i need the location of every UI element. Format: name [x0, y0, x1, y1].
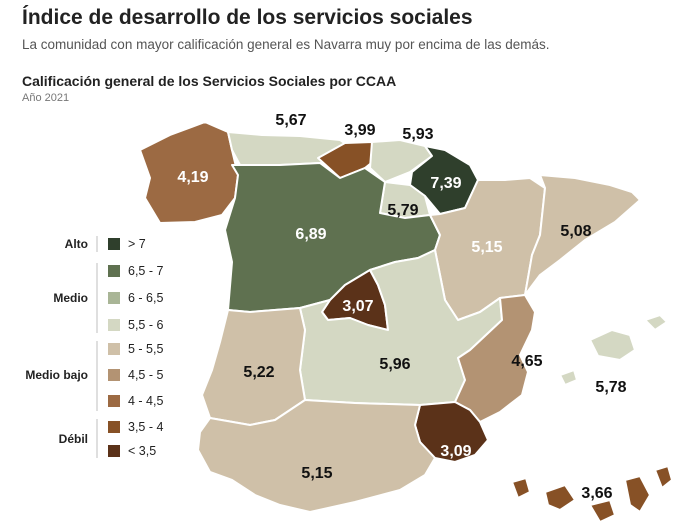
- region-andalucia[interactable]: [197, 399, 436, 513]
- legend-item-label: > 7: [128, 237, 146, 251]
- value-baleares: 5,78: [595, 379, 626, 396]
- legend-swatch: [108, 292, 120, 304]
- legend-group-label: Medio bajo: [25, 368, 88, 382]
- value-galicia: 4,19: [177, 169, 208, 186]
- value-castilla-la-mancha: 5,96: [379, 356, 410, 373]
- map-subtitle: Año 2021: [22, 92, 70, 104]
- legend-item-label: 4 - 4,5: [128, 394, 163, 408]
- legend-item-label: < 3,5: [128, 444, 156, 458]
- value-pais-vasco: 5,93: [402, 126, 433, 143]
- region-cataluna[interactable]: [524, 174, 641, 296]
- value-andalucia: 5,15: [301, 465, 332, 482]
- map-title: Calificación general de los Servicios So…: [22, 73, 397, 89]
- value-aragon: 5,15: [471, 239, 502, 256]
- region-canarias[interactable]: [511, 465, 673, 523]
- value-madrid: 3,07: [342, 298, 373, 315]
- legend-swatch: [108, 445, 120, 457]
- legend-item-label: 6 - 6,5: [128, 291, 163, 305]
- legend-item-label: 4,5 - 5: [128, 368, 163, 382]
- page-subtitle: La comunidad con mayor calificación gene…: [22, 37, 550, 52]
- legend-group-label: Alto: [65, 237, 88, 251]
- value-cataluna: 5,08: [560, 223, 591, 240]
- legend-swatch: [108, 395, 120, 407]
- legend-item-label: 5,5 - 6: [128, 318, 163, 332]
- value-canarias: 3,66: [581, 485, 612, 502]
- value-navarra: 7,39: [430, 175, 461, 192]
- legend-item-label: 5 - 5,5: [128, 342, 163, 356]
- page-title: Índice de desarrollo de los servicios so…: [22, 6, 473, 29]
- value-valencia: 4,65: [511, 353, 542, 370]
- value-asturias: 5,67: [275, 112, 306, 129]
- legend-swatch: [108, 238, 120, 250]
- legend-swatch: [108, 421, 120, 433]
- region-valencia[interactable]: [454, 294, 536, 423]
- legend-item-label: 3,5 - 4: [128, 420, 163, 434]
- legend-swatch: [108, 265, 120, 277]
- value-extremadura: 5,22: [243, 364, 274, 381]
- legend-group-label: Débil: [59, 432, 88, 446]
- legend-item-label: 6,5 - 7: [128, 264, 163, 278]
- value-castilla-leon: 6,89: [295, 226, 326, 243]
- legend-group-label: Medio: [53, 291, 88, 305]
- value-la-rioja: 5,79: [387, 202, 418, 219]
- legend-swatch: [108, 343, 120, 355]
- legend-swatch: [108, 319, 120, 331]
- region-baleares[interactable]: [559, 314, 668, 386]
- legend-swatch: [108, 369, 120, 381]
- value-murcia: 3,09: [440, 443, 471, 460]
- value-cantabria: 3,99: [344, 122, 375, 139]
